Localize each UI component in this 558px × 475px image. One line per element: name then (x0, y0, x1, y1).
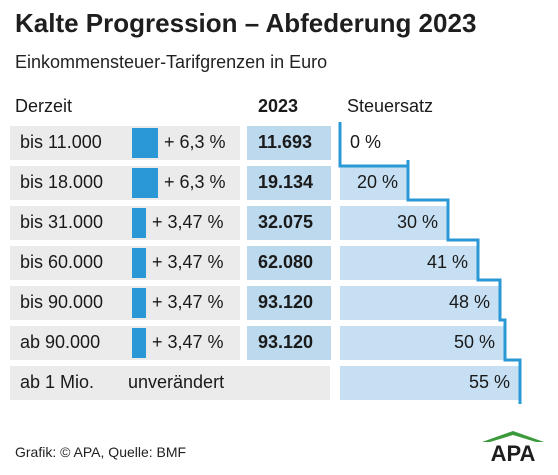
tax-rate-label: 41 % (426, 252, 468, 272)
new-limit-value: 32.075 (258, 212, 314, 232)
current-limit-label: bis 31.000 (20, 212, 104, 232)
row-background (10, 326, 240, 360)
tax-rate-step (340, 206, 448, 240)
tax-rate-label: 48 % (448, 292, 490, 312)
new-limit-cell (247, 126, 331, 160)
row-background (10, 246, 240, 280)
table-row: ab 90.000 + 3,47 % 93.120 50 % (0, 326, 558, 366)
tax-rate-step (340, 366, 520, 400)
tax-rate-label: 0 % (350, 132, 382, 152)
new-limit-value: 19.134 (258, 172, 314, 192)
tax-rate-step (340, 246, 478, 280)
current-limit-label: bis 18.000 (20, 172, 104, 192)
tax-rate-step (340, 286, 500, 320)
new-limit-cell (247, 286, 331, 320)
unchanged-label: unverändert (128, 372, 225, 392)
tax-rate-label: 50 % (453, 332, 495, 352)
current-limit-label: bis 60.000 (20, 252, 104, 272)
row-background (10, 286, 240, 320)
apa-logo-roof (482, 431, 544, 442)
current-limit-label: bis 11.000 (20, 132, 102, 152)
table-row: bis 60.000 + 3,47 % 62.080 41 % (0, 246, 558, 286)
current-limit-label: ab 90.000 (20, 332, 101, 352)
chart-title: Kalte Progression – Abfederung 2023 (15, 8, 477, 38)
current-limit-label: bis 90.000 (20, 292, 104, 312)
column-header-year: 2023 (258, 96, 299, 116)
row-background (10, 206, 240, 240)
new-limit-value: 11.693 (258, 132, 313, 152)
tax-rate-step (340, 166, 408, 200)
new-limit-value: 93.120 (258, 332, 314, 352)
increase-label: + 3,47 % (152, 212, 224, 232)
tax-rate-label: 55 % (468, 372, 510, 392)
increase-bar (132, 328, 146, 358)
increase-bar (132, 128, 158, 158)
tax-rate-label: 20 % (356, 172, 398, 192)
new-limit-cell (247, 206, 331, 240)
tax-rate-step (340, 326, 505, 360)
increase-bar (132, 288, 146, 318)
row-background (10, 166, 240, 200)
chart-subtitle: Einkommensteuer-Tarifgrenzen in Euro (15, 52, 328, 72)
increase-label: + 3,47 % (152, 292, 224, 312)
new-limit-value: 93.120 (258, 292, 314, 312)
table-row: bis 18.000 + 6,3 % 19.134 20 % (0, 166, 558, 206)
table-row: bis 90.000 + 3,47 % 93.120 48 % (0, 286, 558, 326)
row-background (10, 366, 330, 400)
new-limit-cell (247, 326, 331, 360)
source-credit: Grafik: © APA, Quelle: BMF (15, 444, 187, 460)
table-row: bis 11.000 + 6,3 % 11.693 0 % (0, 126, 558, 166)
increase-bar (132, 248, 146, 278)
increase-bar (132, 168, 158, 198)
increase-bar (132, 208, 146, 238)
tax-rate-label: 30 % (396, 212, 438, 232)
new-limit-cell (247, 246, 331, 280)
new-limit-value: 62.080 (258, 252, 314, 272)
row-background (10, 126, 240, 160)
new-limit-cell (247, 166, 331, 200)
increase-label: + 6,3 % (164, 132, 226, 152)
increase-label: + 3,47 % (152, 252, 224, 272)
apa-logo-text: APA (491, 441, 536, 464)
increase-label: + 3,47 % (152, 332, 224, 352)
increase-label: + 6,3 % (164, 172, 226, 192)
current-limit-label: ab 1 Mio. (20, 372, 95, 392)
table-row: bis 31.000 + 3,47 % 32.075 30 % (0, 206, 558, 246)
table-row: ab 1 Mio. unverändert 55 % (0, 366, 558, 406)
column-header-current: Derzeit (15, 96, 73, 116)
column-header-rate: Steuersatz (347, 96, 434, 116)
apa-logo: APA (482, 431, 544, 464)
tax-rate-outline (338, 122, 522, 404)
